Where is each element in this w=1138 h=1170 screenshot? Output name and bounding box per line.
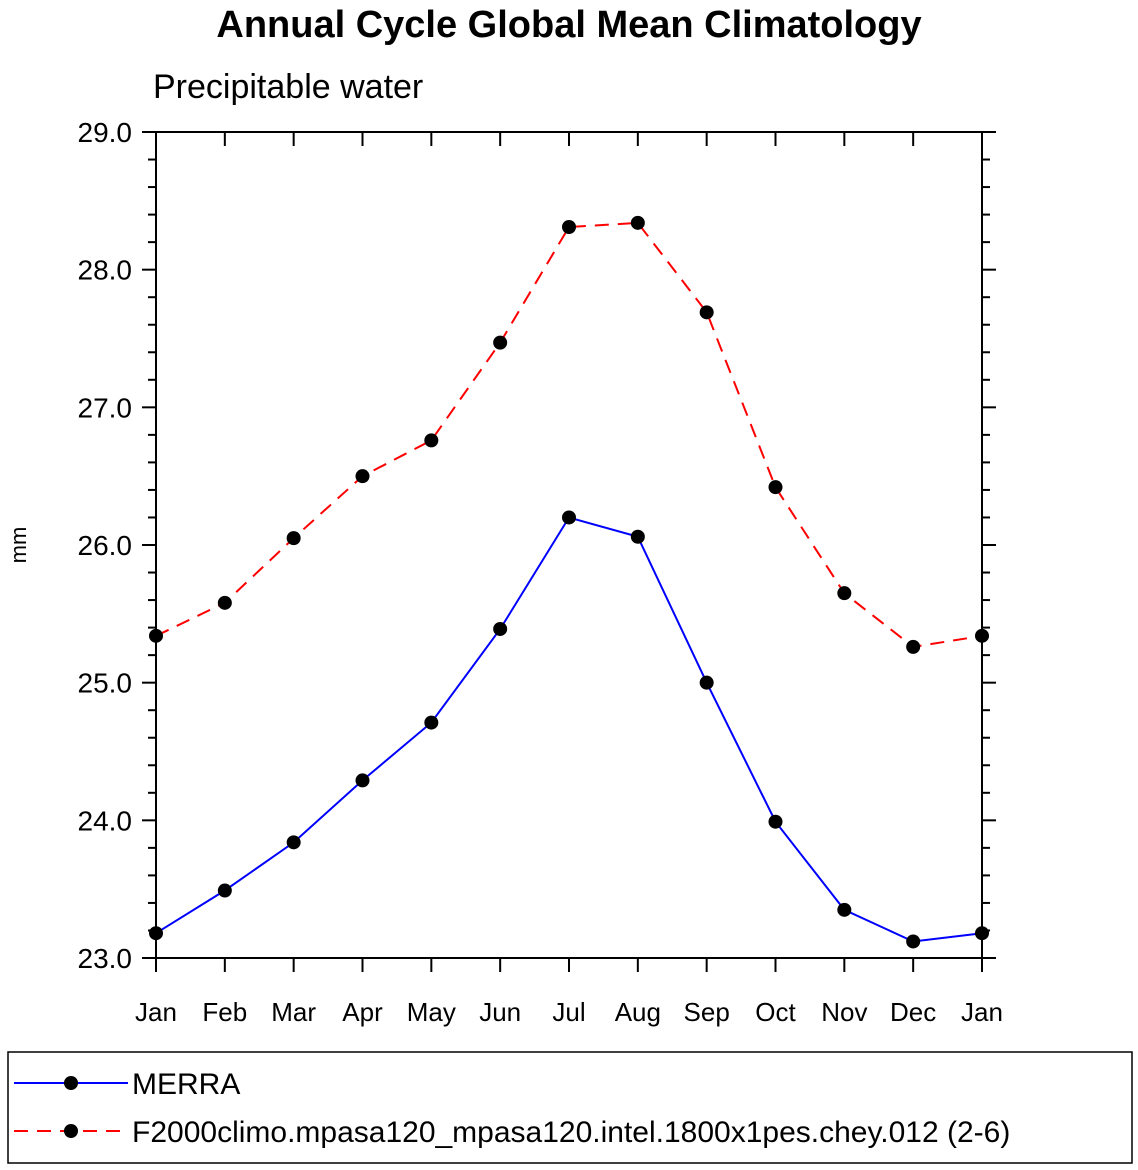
y-tick-labels: 23.0 24.0 25.0 26.0 27.0 28.0 29.0 bbox=[78, 117, 133, 974]
legend-label-merra: MERRA bbox=[132, 1068, 240, 1101]
data-point-f2000climo bbox=[149, 628, 163, 643]
x-tick-label: Sep bbox=[684, 997, 730, 1027]
series-line-f2000climo bbox=[155, 221, 983, 648]
data-point-merra bbox=[493, 621, 508, 636]
data-point-merra bbox=[837, 902, 852, 917]
data-point-f2000climo bbox=[355, 469, 370, 484]
x-tick-label: Dec bbox=[890, 997, 936, 1027]
x-tick-label: Nov bbox=[821, 997, 867, 1027]
legend-entry-merra: MERRA bbox=[14, 1068, 240, 1101]
chart-subtitle: Precipitable water bbox=[153, 68, 423, 106]
y-tick-label: 23.0 bbox=[78, 943, 133, 974]
y-axis-label: mm bbox=[6, 527, 31, 564]
chart-title: Annual Cycle Global Mean Climatology bbox=[216, 4, 921, 46]
data-point-f2000climo bbox=[217, 595, 232, 610]
x-tick-label: Aug bbox=[615, 997, 661, 1027]
data-point-f2000climo bbox=[286, 531, 301, 546]
y-tick-label: 27.0 bbox=[78, 392, 133, 423]
data-point-merra bbox=[355, 773, 370, 788]
data-point-merra bbox=[630, 529, 645, 544]
x-tick-label: Jan bbox=[961, 997, 1003, 1027]
data-point-f2000climo bbox=[493, 335, 508, 350]
data-point-merra bbox=[975, 926, 989, 941]
data-point-merra bbox=[699, 675, 714, 690]
legend-marker-f2000climo bbox=[64, 1124, 78, 1138]
data-point-f2000climo bbox=[906, 639, 921, 654]
data-point-merra bbox=[906, 934, 921, 949]
y-tick-label: 25.0 bbox=[78, 668, 133, 699]
legend-label-f2000climo: F2000climo.mpasa120_mpasa120.intel.1800x… bbox=[132, 1116, 1010, 1149]
series-line-merra bbox=[155, 516, 983, 943]
data-point-merra bbox=[217, 883, 232, 898]
x-tick-label: Feb bbox=[202, 997, 247, 1027]
y-tick-label: 29.0 bbox=[78, 117, 133, 148]
data-point-f2000climo bbox=[975, 628, 989, 643]
series-layer bbox=[149, 215, 989, 949]
x-tick-labels: Jan Feb Mar Apr May Jun Jul Aug Sep Oct Nov Dec Jan bbox=[135, 997, 1003, 1027]
x-tick-label: Jan bbox=[135, 997, 177, 1027]
data-point-f2000climo bbox=[562, 219, 576, 234]
data-point-merra bbox=[562, 510, 576, 525]
data-point-f2000climo bbox=[424, 433, 439, 448]
legend-box bbox=[7, 1051, 1133, 1164]
axis-ticks bbox=[142, 131, 996, 972]
plot-frame bbox=[155, 131, 983, 959]
x-tick-label: May bbox=[407, 997, 456, 1027]
data-point-merra bbox=[768, 814, 783, 829]
data-point-f2000climo bbox=[768, 480, 783, 495]
legend-entry-f2000climo: F2000climo.mpasa120_mpasa120.intel.1800x… bbox=[14, 1116, 1010, 1149]
data-point-f2000climo bbox=[837, 586, 852, 601]
data-point-merra bbox=[424, 715, 439, 730]
data-point-merra bbox=[286, 835, 301, 850]
x-tick-label: Oct bbox=[755, 997, 796, 1027]
data-point-merra bbox=[149, 926, 163, 941]
y-tick-label: 26.0 bbox=[78, 530, 133, 561]
y-tick-label: 28.0 bbox=[78, 255, 133, 286]
data-point-f2000climo bbox=[699, 305, 714, 320]
x-tick-label: Apr bbox=[342, 997, 383, 1027]
x-tick-label: Mar bbox=[271, 997, 316, 1027]
y-tick-label: 24.0 bbox=[78, 805, 133, 836]
data-point-f2000climo bbox=[630, 215, 645, 230]
x-tick-label: Jun bbox=[479, 997, 521, 1027]
legend-marker-merra bbox=[64, 1076, 78, 1090]
x-tick-label: Jul bbox=[552, 997, 585, 1027]
